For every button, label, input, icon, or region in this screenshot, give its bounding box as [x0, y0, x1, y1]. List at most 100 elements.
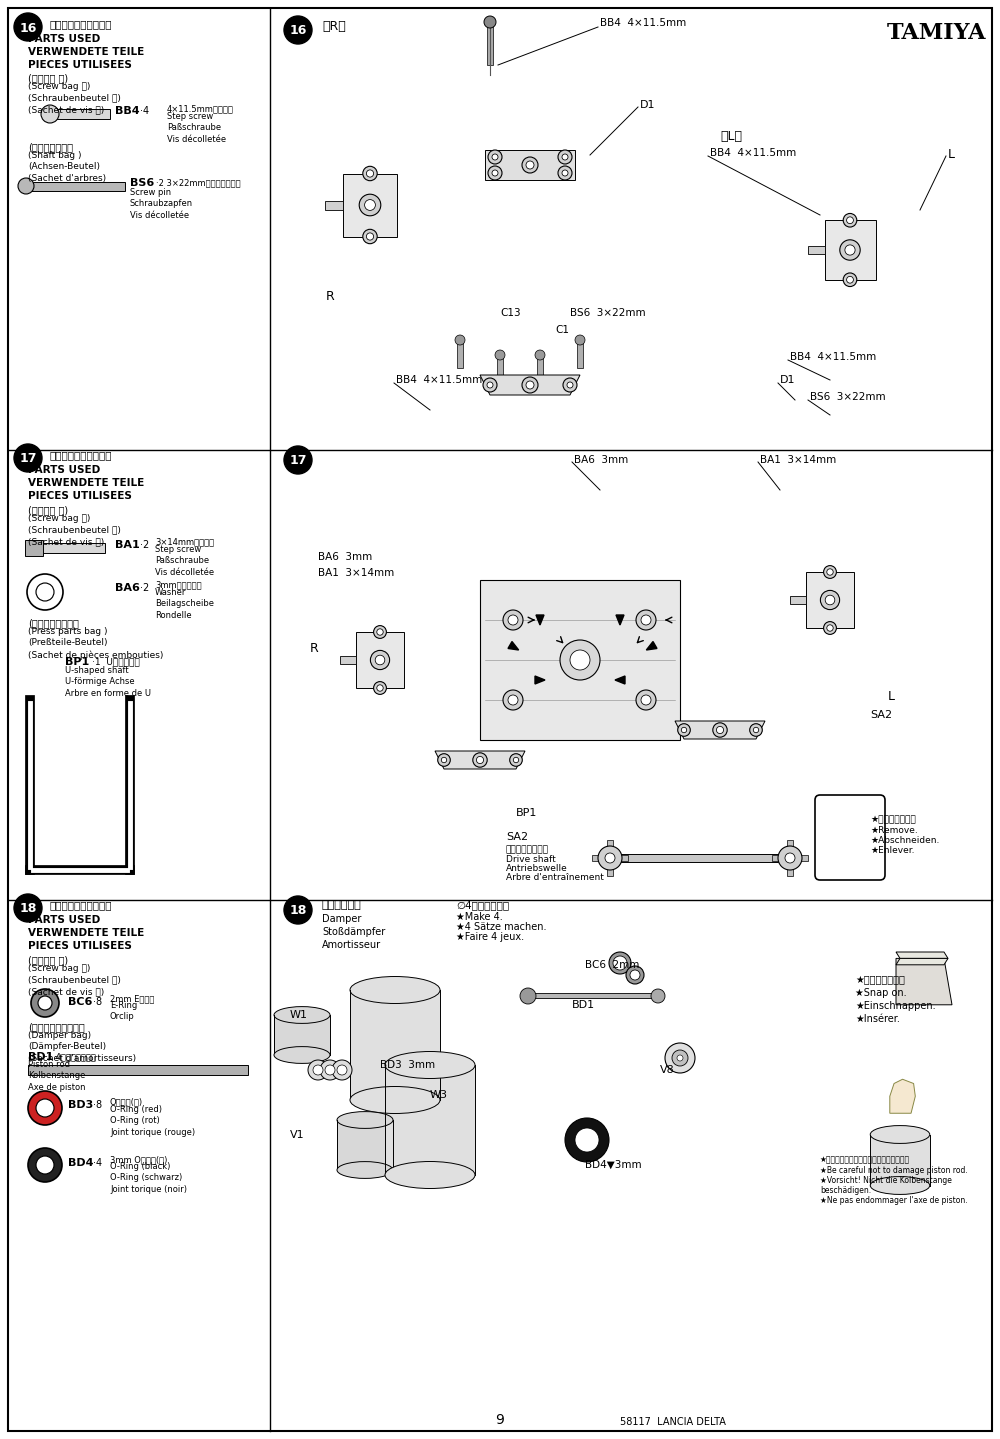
Circle shape: [565, 1118, 609, 1163]
Bar: [25, 540, 43, 555]
Text: 4×11.5mm段付ビス: 4×11.5mm段付ビス: [167, 104, 234, 114]
Polygon shape: [896, 953, 948, 958]
Circle shape: [605, 853, 615, 863]
Text: BB4  4×11.5mm: BB4 4×11.5mm: [790, 353, 876, 363]
Circle shape: [28, 1091, 62, 1125]
Circle shape: [520, 989, 536, 1004]
Circle shape: [359, 194, 381, 216]
Circle shape: [325, 1065, 335, 1075]
Text: ·2 3×22mmスクリューピン: ·2 3×22mmスクリューピン: [156, 178, 241, 187]
Polygon shape: [480, 376, 580, 394]
Text: BP1: BP1: [516, 809, 537, 817]
Circle shape: [484, 16, 496, 27]
Text: BD4: BD4: [68, 1158, 94, 1168]
Text: 3mmワッシャー: 3mmワッシャー: [155, 580, 202, 589]
Ellipse shape: [870, 1177, 930, 1194]
Polygon shape: [896, 958, 948, 964]
Ellipse shape: [870, 1125, 930, 1144]
Text: ★Make 4.: ★Make 4.: [456, 912, 503, 922]
Bar: [790, 596, 806, 604]
Polygon shape: [615, 676, 625, 684]
Text: ★Remove.: ★Remove.: [870, 826, 918, 835]
Text: L: L: [948, 148, 955, 161]
Text: ★Vorsicht! Nicht die Kolbenstange: ★Vorsicht! Nicht die Kolbenstange: [820, 1176, 952, 1184]
Bar: [55, 109, 110, 119]
Circle shape: [36, 1099, 54, 1117]
Circle shape: [827, 625, 833, 632]
Text: PARTS USED
VERWENDETE TEILE
PIECES UTILISEES: PARTS USED VERWENDETE TEILE PIECES UTILI…: [28, 35, 144, 69]
Circle shape: [526, 381, 534, 389]
Bar: [787, 840, 793, 876]
Text: (シャフト袋詰）: (シャフト袋詰）: [28, 142, 73, 153]
Text: ∅4個作ります。: ∅4個作ります。: [456, 899, 509, 909]
Circle shape: [455, 335, 465, 345]
Circle shape: [488, 165, 502, 180]
Text: PARTS USED
VERWENDETE TEILE
PIECES UTILISEES: PARTS USED VERWENDETE TEILE PIECES UTILI…: [28, 915, 144, 951]
Circle shape: [503, 689, 523, 709]
Circle shape: [18, 178, 34, 194]
Circle shape: [563, 378, 577, 391]
Text: BS6  3×22mm: BS6 3×22mm: [570, 308, 646, 318]
Circle shape: [513, 757, 519, 763]
Text: BA1: BA1: [115, 540, 140, 550]
Circle shape: [567, 381, 573, 389]
Polygon shape: [675, 721, 765, 740]
Circle shape: [827, 568, 833, 576]
Circle shape: [476, 757, 484, 764]
Bar: [870, 1134, 930, 1186]
Circle shape: [522, 377, 538, 393]
Circle shape: [641, 614, 651, 625]
Circle shape: [665, 1043, 695, 1073]
Circle shape: [626, 966, 644, 984]
Text: BB4  4×11.5mm: BB4 4×11.5mm: [600, 19, 686, 27]
Bar: [274, 1014, 330, 1055]
Text: BD4▼3mm: BD4▼3mm: [585, 1160, 642, 1170]
Circle shape: [609, 953, 631, 974]
Text: 「ダンパー」: 「ダンパー」: [322, 899, 362, 909]
Circle shape: [558, 150, 572, 164]
Text: BA1  3×14mm: BA1 3×14mm: [760, 455, 836, 465]
Circle shape: [41, 105, 59, 122]
Text: (Screw bag Ⓑ)
(Schraubenbeutel Ⓑ)
(Sachet de vis Ⓑ): (Screw bag Ⓑ) (Schraubenbeutel Ⓑ) (Sache…: [28, 82, 121, 114]
Circle shape: [716, 727, 724, 734]
Polygon shape: [890, 1079, 915, 1114]
Text: ·4: ·4: [93, 1158, 102, 1168]
Bar: [30, 543, 105, 553]
Text: U-shaped shaft
U-förmige Achse
Arbre en forme de U: U-shaped shaft U-förmige Achse Arbre en …: [65, 666, 151, 698]
Circle shape: [375, 655, 385, 665]
Circle shape: [681, 727, 687, 732]
Circle shape: [366, 170, 374, 177]
Circle shape: [374, 626, 386, 639]
Bar: [457, 340, 463, 368]
Circle shape: [575, 1128, 599, 1153]
Circle shape: [438, 754, 450, 767]
Text: R: R: [326, 291, 335, 304]
Circle shape: [337, 1065, 347, 1075]
Circle shape: [522, 157, 538, 173]
Text: (Press parts bag )
(Preßteile-Beutel)
(Sachet de pièces embouties): (Press parts bag ) (Preßteile-Beutel) (S…: [28, 627, 163, 659]
Bar: [480, 580, 680, 740]
Circle shape: [713, 722, 727, 737]
Circle shape: [672, 1050, 688, 1066]
Text: W3: W3: [430, 1089, 448, 1099]
Text: ·8: ·8: [93, 1099, 102, 1109]
Bar: [356, 632, 404, 688]
Circle shape: [843, 213, 857, 227]
Text: ★Einschnappen.: ★Einschnappen.: [855, 1002, 936, 1012]
Polygon shape: [646, 642, 657, 650]
Circle shape: [750, 724, 762, 737]
Circle shape: [495, 350, 505, 360]
Circle shape: [510, 754, 522, 767]
Circle shape: [778, 846, 802, 871]
Text: BD3: BD3: [68, 1099, 93, 1109]
Text: 17: 17: [289, 455, 307, 468]
Circle shape: [575, 335, 585, 345]
Text: beschädigen.: beschädigen.: [820, 1186, 871, 1194]
Text: 16: 16: [19, 22, 37, 35]
Text: L: L: [888, 689, 895, 704]
Text: Arbre d'entraînement: Arbre d'entraînement: [506, 873, 604, 882]
Text: Damper
Stoßdämpfer
Amortisseur: Damper Stoßdämpfer Amortisseur: [322, 914, 385, 950]
Ellipse shape: [337, 1111, 393, 1128]
Circle shape: [320, 1061, 340, 1081]
Text: BS6: BS6: [130, 178, 154, 189]
